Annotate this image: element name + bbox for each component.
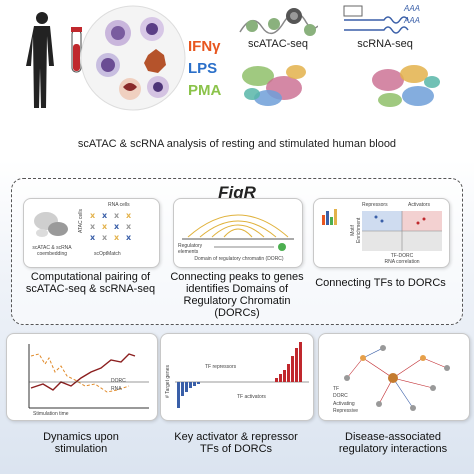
dynamics-plot	[28, 344, 149, 409]
pairing-panel: scATAC & scRNA coembedding RNA cells ATAC…	[23, 198, 160, 268]
svg-text:x: x	[114, 233, 120, 242]
svg-text:x: x	[126, 222, 132, 231]
target-genes-axis: # Target genes	[165, 365, 171, 398]
svg-text:x: x	[90, 222, 96, 231]
regulatory-network	[344, 345, 450, 411]
stimulus-lps: LPS	[188, 60, 218, 77]
svg-text:x: x	[102, 211, 108, 220]
scrna-seq-label: scRNA-seq	[357, 38, 413, 50]
peak-gene-arcs	[182, 214, 294, 240]
activators-label: Activators	[408, 202, 430, 208]
tf-quadrant-plot	[362, 211, 442, 251]
regulatory-elements-label: Regulatory elements	[178, 243, 203, 255]
dorc-panel: Regulatory elements Domain of regulatory …	[173, 198, 303, 268]
legend-dorc-node: DORC	[333, 393, 348, 399]
svg-text:x: x	[126, 211, 132, 220]
figr-title: FigR	[218, 183, 256, 202]
tf-dorc-correlation-label: TF-DORC RNA correlation	[384, 253, 420, 265]
activator-panel: # Target genes TF repressors TF activato…	[160, 333, 314, 421]
rna-cells-label: RNA cells	[108, 202, 130, 208]
tf-activators-label: TF activators	[237, 394, 266, 400]
svg-text:x: x	[114, 222, 120, 231]
svg-text:x: x	[126, 233, 132, 242]
motif-enrichment-label: Motif Enrichment	[350, 217, 362, 243]
dorc-domain-label: Domain of regulatory chromatin (DORC)	[194, 256, 284, 262]
repressors-label: Repressors	[362, 202, 388, 208]
dynamics-panel: DORC RNA Stimulation time	[6, 333, 158, 421]
poly-a-tail-2: AAA	[404, 16, 421, 25]
stimulation-time-axis: Stimulation time	[33, 411, 69, 417]
tf-panel: Repressors Activators Motif Enrichment TF…	[313, 198, 450, 268]
activator-caption: Key activator & repressor TFs of DORCs	[174, 431, 298, 455]
disease-panel: TF DORC Activating Repressive	[318, 333, 470, 421]
dynamics-caption: Dynamics upon stimulation	[43, 431, 119, 455]
legend-tf: TF	[333, 386, 340, 392]
svg-text:x: x	[102, 222, 108, 231]
svg-text:x: x	[102, 233, 108, 242]
legend-repressive: Repressive	[333, 408, 359, 414]
coembedding-plot	[34, 212, 68, 237]
stimulus-pma: PMA	[188, 82, 222, 99]
motif-logo-icon	[322, 209, 337, 225]
disease-caption: Disease-associated regulatory interaction…	[338, 431, 448, 455]
gene-track	[214, 243, 286, 251]
poly-a-tail-1: AAA	[404, 4, 421, 13]
tf-caption: Connecting TFs to DORCs	[315, 277, 446, 289]
coembedding-label: scATAC & scRNA coembedding	[32, 245, 72, 257]
pairing-caption: Computational pairing of scATAC-seq & scR…	[25, 271, 156, 295]
scrna-umap-icon	[372, 65, 440, 107]
legend-rna: RNA	[111, 386, 122, 392]
svg-text:x: x	[90, 211, 96, 220]
svg-text:x: x	[90, 233, 96, 242]
scatac-seq-label: scATAC-seq	[247, 38, 309, 50]
chromatin-icon	[239, 8, 318, 36]
dorc-caption: Connecting peaks to genes identifies Doma…	[170, 271, 304, 319]
tf-repressors-label: TF repressors	[205, 364, 237, 370]
target-genes-barplot	[175, 342, 309, 408]
svg-text:x: x	[114, 211, 120, 220]
legend-activating: Activating	[333, 401, 355, 407]
rna-transcript-icon	[343, 5, 409, 34]
main-caption: scATAC & scRNA analysis of resting and s…	[77, 138, 397, 150]
legend-dorc: DORC	[111, 378, 126, 384]
scatac-umap-icon	[242, 65, 306, 106]
atac-cells-label: ATAC cells	[78, 209, 84, 233]
stimulus-ifng: IFNγ	[188, 38, 221, 55]
optmatch-label: scOptMatch	[94, 251, 121, 257]
blood-cells-icon	[80, 5, 186, 111]
